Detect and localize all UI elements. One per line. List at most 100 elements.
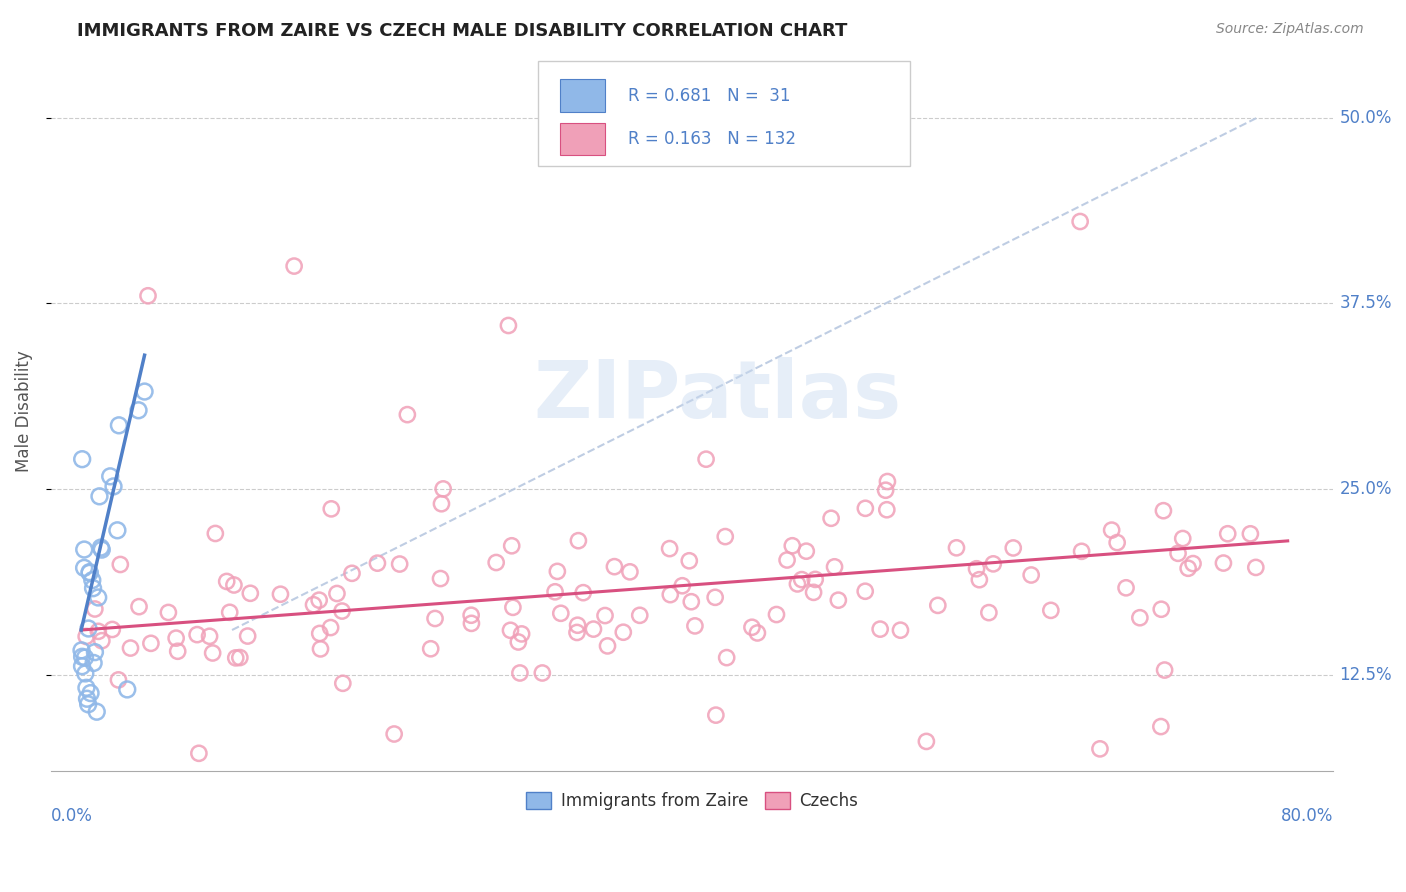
Point (981, 557, 1004, 571)
Point (70, 452, 93, 467)
Point (628, 608, 651, 623)
Point (70, 643, 93, 657)
Point (565, 625, 588, 640)
FancyBboxPatch shape (538, 62, 910, 166)
Point (79, 566, 101, 580)
Point (77, 698, 100, 712)
Point (531, 665, 554, 680)
Point (204, 526, 226, 541)
Point (502, 600, 524, 615)
Point (572, 585, 595, 599)
Point (75, 630, 97, 644)
Point (79, 686, 101, 700)
Point (82, 573, 104, 587)
Point (98, 469, 121, 483)
Point (889, 623, 911, 637)
Point (1239, 526, 1261, 541)
Point (432, 482, 454, 496)
Point (794, 544, 817, 558)
Point (824, 559, 846, 574)
Point (945, 541, 967, 555)
Point (1107, 535, 1129, 549)
Point (423, 611, 446, 625)
Point (222, 578, 245, 592)
Text: ZIPatlas: ZIPatlas (533, 358, 901, 435)
Point (567, 533, 589, 548)
Point (419, 641, 441, 656)
Point (166, 644, 188, 658)
Point (429, 572, 451, 586)
Point (1152, 504, 1174, 518)
Point (681, 595, 703, 609)
Point (87, 624, 110, 639)
Point (683, 619, 706, 633)
Point (659, 588, 682, 602)
Point (658, 541, 681, 556)
Point (70, 649, 93, 664)
Point (430, 497, 453, 511)
Point (596, 639, 619, 653)
Point (319, 621, 342, 635)
Point (678, 554, 700, 568)
Point (225, 651, 247, 665)
Point (1150, 720, 1173, 734)
Point (544, 584, 567, 599)
Point (485, 556, 508, 570)
Point (73, 650, 96, 665)
Point (567, 618, 589, 632)
Point (330, 604, 353, 618)
Point (308, 593, 330, 607)
Point (977, 606, 1000, 620)
Point (820, 511, 842, 525)
Point (966, 562, 988, 576)
Point (76, 691, 98, 706)
Point (827, 593, 849, 607)
Point (103, 479, 125, 493)
Point (321, 501, 343, 516)
Point (1244, 560, 1267, 574)
Point (269, 587, 291, 601)
Point (803, 585, 825, 599)
Point (550, 607, 572, 621)
Point (108, 418, 131, 433)
Point (1002, 541, 1025, 555)
Y-axis label: Male Disability: Male Disability (15, 350, 32, 472)
Point (915, 734, 938, 748)
Point (82, 581, 104, 595)
Point (875, 483, 897, 498)
Point (460, 608, 482, 623)
Point (869, 622, 891, 636)
Point (499, 624, 522, 638)
Point (747, 626, 769, 640)
Point (1150, 602, 1173, 616)
Point (332, 676, 354, 690)
Text: 37.5%: 37.5% (1340, 294, 1392, 312)
Point (1088, 742, 1111, 756)
Point (546, 565, 568, 579)
Text: Source: ZipAtlas.com: Source: ZipAtlas.com (1216, 22, 1364, 37)
Point (139, 636, 162, 650)
Point (83, 602, 105, 616)
Point (90, 541, 112, 555)
Point (582, 622, 605, 636)
Point (714, 530, 737, 544)
Point (1115, 581, 1137, 595)
Point (201, 646, 224, 660)
Point (1019, 568, 1042, 582)
Point (498, 318, 520, 333)
Point (704, 591, 727, 605)
Point (134, 384, 156, 399)
Point (501, 539, 523, 553)
Point (90, 633, 112, 648)
Text: R = 0.163   N = 132: R = 0.163 N = 132 (628, 129, 796, 147)
Point (87, 591, 110, 605)
Point (157, 606, 180, 620)
Point (382, 727, 405, 741)
Point (128, 599, 150, 614)
Point (218, 605, 240, 619)
Point (84, 645, 107, 659)
Point (283, 259, 305, 273)
Text: R = 0.681   N =  31: R = 0.681 N = 31 (628, 87, 790, 105)
Point (460, 616, 482, 631)
Point (77, 622, 100, 636)
